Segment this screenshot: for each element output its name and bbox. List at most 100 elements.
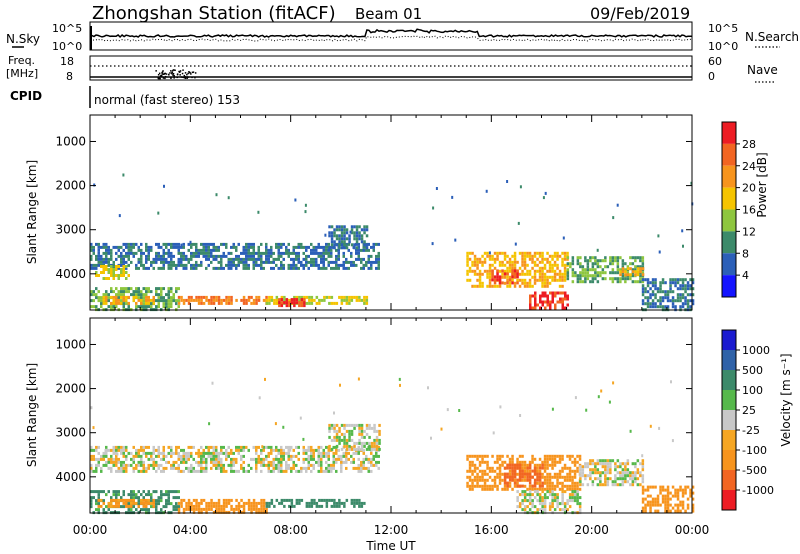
heatmap-cell	[232, 245, 235, 249]
heatmap-cell	[553, 499, 557, 503]
heatmap-cell	[338, 225, 341, 229]
heatmap-cell	[220, 507, 223, 511]
heatmap-cell	[664, 497, 667, 501]
heatmap-cell	[367, 469, 370, 473]
heatmap-cell	[541, 499, 544, 503]
heatmap-cell	[232, 263, 235, 267]
heatmap-cell	[549, 291, 552, 295]
heatmap-cell	[220, 263, 223, 267]
heatmap-cell	[343, 295, 346, 299]
heatmap-cell	[556, 266, 559, 270]
heatmap-cell	[215, 463, 218, 467]
heatmap-cell	[170, 445, 173, 449]
heatmap-cell	[162, 466, 165, 470]
heatmap-cell	[558, 454, 562, 458]
heatmap-cell	[190, 295, 193, 299]
heatmap-cell	[262, 298, 266, 302]
heatmap-cell	[328, 423, 331, 427]
heatmap-cell	[579, 468, 582, 472]
heatmap-cell	[182, 510, 186, 514]
heatmap-cell	[679, 299, 682, 303]
heatmap-cell	[375, 438, 379, 442]
freq-scatter-point	[172, 74, 174, 76]
heatmap-cell	[511, 281, 514, 285]
heatmap-cell	[584, 256, 587, 260]
heatmap-cell	[90, 445, 93, 449]
freq-scatter-point	[186, 77, 188, 79]
heatmap-cell	[205, 504, 208, 508]
heatmap-cell	[142, 251, 145, 255]
heatmap-cell	[541, 303, 544, 307]
heatmap-cell	[513, 466, 517, 470]
heatmap-cell	[112, 271, 115, 274]
heatmap-cell	[641, 459, 645, 463]
heatmap-cell	[619, 277, 622, 281]
heatmap-cell	[232, 457, 235, 461]
heatmap-cell	[641, 480, 645, 484]
heatmap-cell	[538, 508, 542, 512]
heatmap-cell	[112, 301, 115, 305]
heatmap-cell	[245, 248, 248, 252]
heatmap-cell	[348, 240, 351, 244]
heatmap-cell	[611, 277, 615, 281]
heatmap-cell	[125, 265, 128, 268]
heatmap-cell	[573, 493, 577, 497]
heatmap-cell	[107, 490, 110, 494]
heatmap-cell	[541, 502, 544, 506]
heatmap-cell	[285, 445, 288, 449]
heatmap-cell	[297, 257, 300, 261]
heatmap-cell	[348, 423, 351, 427]
heatmap-cell	[230, 263, 233, 267]
heatmap-cell	[305, 301, 309, 305]
heatmap-cell	[195, 469, 198, 473]
heatmap-cell	[317, 245, 320, 249]
heatmap-cell	[666, 488, 670, 492]
heatmap-cell	[112, 463, 115, 467]
heatmap-cell	[516, 278, 519, 282]
heatmap-cell	[481, 263, 484, 267]
heatmap-cell	[367, 257, 370, 261]
heatmap-cell	[581, 474, 585, 478]
heatmap-cell	[197, 248, 200, 252]
heatmap-cell	[483, 269, 487, 273]
heatmap-cell	[90, 448, 93, 452]
heatmap-cell	[604, 271, 607, 275]
heatmap-cell	[92, 251, 95, 255]
heatmap-cell	[335, 432, 339, 436]
heatmap-cell	[305, 469, 308, 473]
heatmap-cell	[132, 490, 135, 494]
heatmap-cell	[304, 210, 307, 214]
heatmap-cell	[659, 503, 662, 507]
heatmap-cell	[150, 501, 153, 505]
heatmap-cell	[358, 234, 361, 238]
heatmap-cell	[556, 454, 559, 458]
heatmap-cell	[363, 298, 366, 302]
heatmap-cell	[283, 504, 286, 508]
heatmap-cell	[355, 257, 358, 261]
heatmap-cell	[546, 466, 549, 470]
heatmap-cell	[664, 488, 667, 492]
heatmap-cell	[275, 298, 279, 302]
heatmap-cell	[235, 507, 238, 511]
heatmap-cell	[323, 295, 326, 299]
heatmap-cell	[220, 469, 223, 473]
heatmap-cell	[478, 469, 482, 473]
heatmap-cell	[202, 454, 205, 458]
heatmap-cell	[142, 469, 145, 473]
heatmap-cell	[135, 305, 138, 309]
heatmap-cell	[302, 266, 305, 270]
heatmap-cell	[584, 268, 587, 272]
heatmap-cell	[563, 478, 567, 482]
heatmap-cell	[352, 457, 355, 461]
heatmap-cell	[335, 237, 339, 241]
heatmap-cell	[526, 251, 529, 255]
heatmap-cell	[122, 293, 125, 297]
heatmap-cell	[681, 302, 685, 306]
heatmap-cell	[357, 257, 360, 261]
heatmap-cell	[300, 242, 303, 246]
heatmap-cell	[624, 468, 627, 472]
heatmap-cell	[646, 278, 650, 282]
heatmap-cell	[561, 291, 564, 295]
heatmap-cell	[513, 284, 517, 288]
heatmap-cell	[347, 248, 350, 252]
